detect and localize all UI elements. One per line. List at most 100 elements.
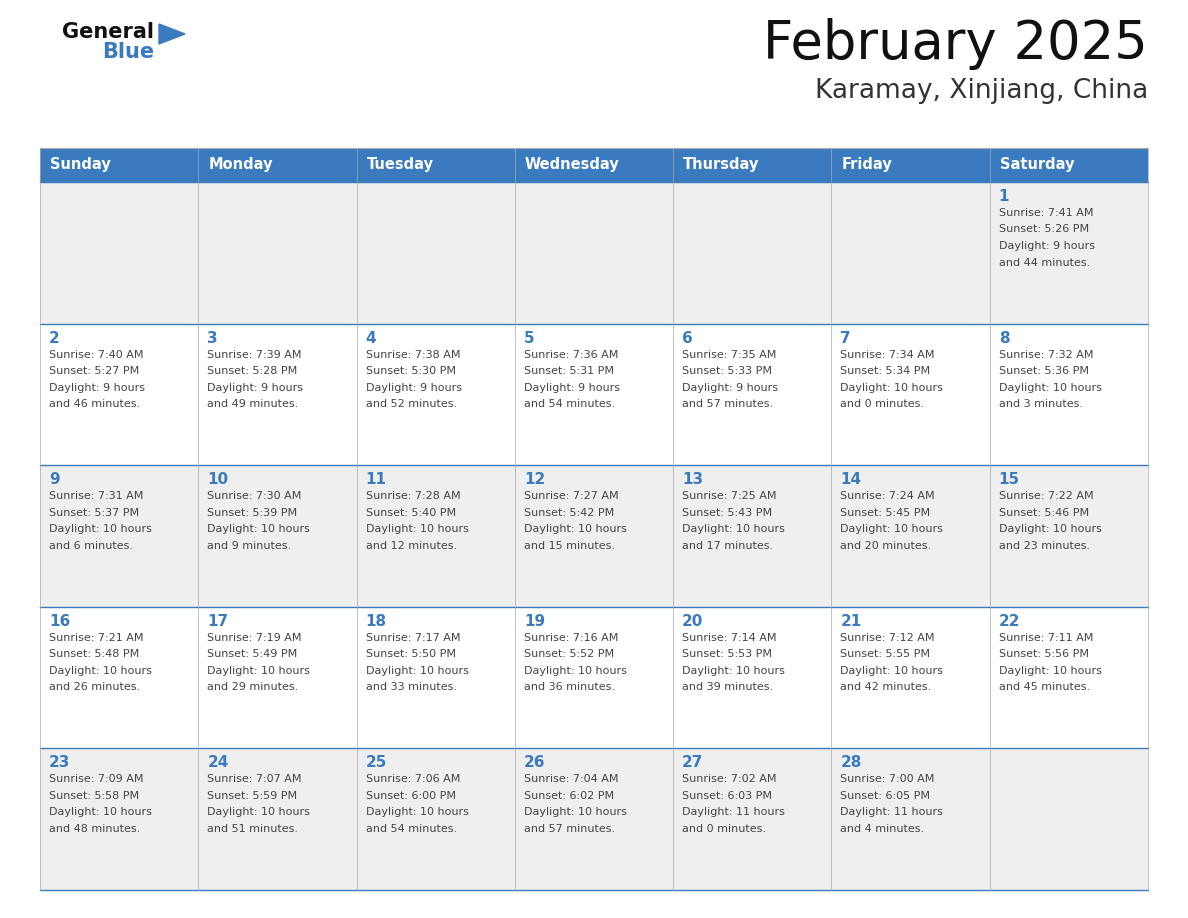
Bar — [990, 748, 1148, 890]
Text: General: General — [62, 22, 154, 42]
Text: Sunset: 5:33 PM: Sunset: 5:33 PM — [682, 366, 772, 376]
Text: Sunset: 5:56 PM: Sunset: 5:56 PM — [999, 649, 1088, 659]
Text: Sunset: 5:31 PM: Sunset: 5:31 PM — [524, 366, 614, 376]
Text: Sunrise: 7:34 AM: Sunrise: 7:34 AM — [840, 350, 935, 360]
Text: Sunrise: 7:38 AM: Sunrise: 7:38 AM — [366, 350, 460, 360]
Text: 7: 7 — [840, 330, 851, 345]
Text: Sunset: 5:55 PM: Sunset: 5:55 PM — [840, 649, 930, 659]
Bar — [198, 324, 356, 465]
Text: Daylight: 9 hours: Daylight: 9 hours — [366, 383, 462, 393]
Text: Sunrise: 7:14 AM: Sunrise: 7:14 AM — [682, 633, 777, 643]
Text: Daylight: 10 hours: Daylight: 10 hours — [366, 808, 468, 817]
Text: Daylight: 9 hours: Daylight: 9 hours — [682, 383, 778, 393]
Text: Thursday: Thursday — [683, 158, 759, 173]
Bar — [832, 748, 990, 890]
Bar — [356, 324, 514, 465]
Text: and 12 minutes.: and 12 minutes. — [366, 541, 456, 551]
Text: Sunrise: 7:17 AM: Sunrise: 7:17 AM — [366, 633, 460, 643]
Text: Daylight: 10 hours: Daylight: 10 hours — [524, 524, 627, 534]
Text: Sunrise: 7:40 AM: Sunrise: 7:40 AM — [49, 350, 144, 360]
Text: Daylight: 10 hours: Daylight: 10 hours — [49, 524, 152, 534]
Text: and 0 minutes.: and 0 minutes. — [682, 823, 766, 834]
Text: Sunrise: 7:22 AM: Sunrise: 7:22 AM — [999, 491, 1093, 501]
Text: 13: 13 — [682, 472, 703, 487]
Text: and 3 minutes.: and 3 minutes. — [999, 399, 1082, 409]
Text: Sunset: 5:48 PM: Sunset: 5:48 PM — [49, 649, 139, 659]
Text: and 52 minutes.: and 52 minutes. — [366, 399, 456, 409]
Text: Sunrise: 7:27 AM: Sunrise: 7:27 AM — [524, 491, 619, 501]
Bar — [198, 465, 356, 607]
Bar — [356, 748, 514, 890]
Text: Sunset: 5:42 PM: Sunset: 5:42 PM — [524, 508, 614, 518]
Text: Sunset: 5:52 PM: Sunset: 5:52 PM — [524, 649, 614, 659]
Bar — [514, 465, 674, 607]
Text: Sunrise: 7:00 AM: Sunrise: 7:00 AM — [840, 775, 935, 784]
Text: Sunset: 6:00 PM: Sunset: 6:00 PM — [366, 791, 455, 800]
Bar — [832, 607, 990, 748]
Text: 5: 5 — [524, 330, 535, 345]
Text: and 46 minutes.: and 46 minutes. — [49, 399, 140, 409]
Text: Sunrise: 7:25 AM: Sunrise: 7:25 AM — [682, 491, 777, 501]
Text: Sunset: 5:30 PM: Sunset: 5:30 PM — [366, 366, 455, 376]
Text: Sunrise: 7:04 AM: Sunrise: 7:04 AM — [524, 775, 619, 784]
Text: Sunrise: 7:12 AM: Sunrise: 7:12 AM — [840, 633, 935, 643]
Bar — [990, 324, 1148, 465]
Text: 4: 4 — [366, 330, 377, 345]
Text: Sunrise: 7:09 AM: Sunrise: 7:09 AM — [49, 775, 144, 784]
Text: and 26 minutes.: and 26 minutes. — [49, 682, 140, 692]
Bar — [40, 324, 198, 465]
Text: Daylight: 9 hours: Daylight: 9 hours — [49, 383, 145, 393]
Bar — [198, 148, 356, 182]
Text: 6: 6 — [682, 330, 693, 345]
Text: and 17 minutes.: and 17 minutes. — [682, 541, 773, 551]
Text: and 39 minutes.: and 39 minutes. — [682, 682, 773, 692]
Text: Sunrise: 7:19 AM: Sunrise: 7:19 AM — [207, 633, 302, 643]
Text: and 57 minutes.: and 57 minutes. — [524, 823, 615, 834]
Text: Sunset: 5:50 PM: Sunset: 5:50 PM — [366, 649, 455, 659]
Text: Daylight: 10 hours: Daylight: 10 hours — [999, 383, 1101, 393]
Text: Daylight: 9 hours: Daylight: 9 hours — [999, 241, 1094, 251]
Text: Daylight: 10 hours: Daylight: 10 hours — [524, 808, 627, 817]
Text: 17: 17 — [207, 614, 228, 629]
Text: and 0 minutes.: and 0 minutes. — [840, 399, 924, 409]
Text: Sunrise: 7:07 AM: Sunrise: 7:07 AM — [207, 775, 302, 784]
Text: Daylight: 10 hours: Daylight: 10 hours — [207, 808, 310, 817]
Text: and 49 minutes.: and 49 minutes. — [207, 399, 298, 409]
Bar — [674, 748, 832, 890]
Bar — [674, 148, 832, 182]
Text: and 57 minutes.: and 57 minutes. — [682, 399, 773, 409]
Text: Sunrise: 7:39 AM: Sunrise: 7:39 AM — [207, 350, 302, 360]
Bar — [514, 148, 674, 182]
Text: 11: 11 — [366, 472, 386, 487]
Text: and 15 minutes.: and 15 minutes. — [524, 541, 615, 551]
Text: and 29 minutes.: and 29 minutes. — [207, 682, 298, 692]
Text: Daylight: 11 hours: Daylight: 11 hours — [682, 808, 785, 817]
Bar — [990, 607, 1148, 748]
Text: Sunset: 5:49 PM: Sunset: 5:49 PM — [207, 649, 297, 659]
Text: Daylight: 10 hours: Daylight: 10 hours — [207, 524, 310, 534]
Text: Karamay, Xinjiang, China: Karamay, Xinjiang, China — [815, 78, 1148, 104]
Text: Blue: Blue — [102, 42, 154, 62]
Text: 15: 15 — [999, 472, 1019, 487]
Text: Sunset: 5:46 PM: Sunset: 5:46 PM — [999, 508, 1089, 518]
Text: Tuesday: Tuesday — [367, 158, 434, 173]
Text: and 4 minutes.: and 4 minutes. — [840, 823, 924, 834]
Text: Sunset: 6:02 PM: Sunset: 6:02 PM — [524, 791, 614, 800]
Text: February 2025: February 2025 — [763, 18, 1148, 70]
Text: Sunset: 5:36 PM: Sunset: 5:36 PM — [999, 366, 1088, 376]
Text: Daylight: 10 hours: Daylight: 10 hours — [999, 524, 1101, 534]
Text: 24: 24 — [207, 756, 228, 770]
Bar — [40, 148, 198, 182]
Text: 27: 27 — [682, 756, 703, 770]
Text: Daylight: 10 hours: Daylight: 10 hours — [840, 666, 943, 676]
Text: Daylight: 10 hours: Daylight: 10 hours — [840, 383, 943, 393]
Text: Daylight: 10 hours: Daylight: 10 hours — [999, 666, 1101, 676]
Bar — [990, 148, 1148, 182]
Text: 3: 3 — [207, 330, 217, 345]
Bar — [40, 607, 198, 748]
Text: Sunset: 5:53 PM: Sunset: 5:53 PM — [682, 649, 772, 659]
Text: Sunrise: 7:21 AM: Sunrise: 7:21 AM — [49, 633, 144, 643]
Text: Sunrise: 7:16 AM: Sunrise: 7:16 AM — [524, 633, 618, 643]
Text: and 20 minutes.: and 20 minutes. — [840, 541, 931, 551]
Bar — [514, 182, 674, 324]
